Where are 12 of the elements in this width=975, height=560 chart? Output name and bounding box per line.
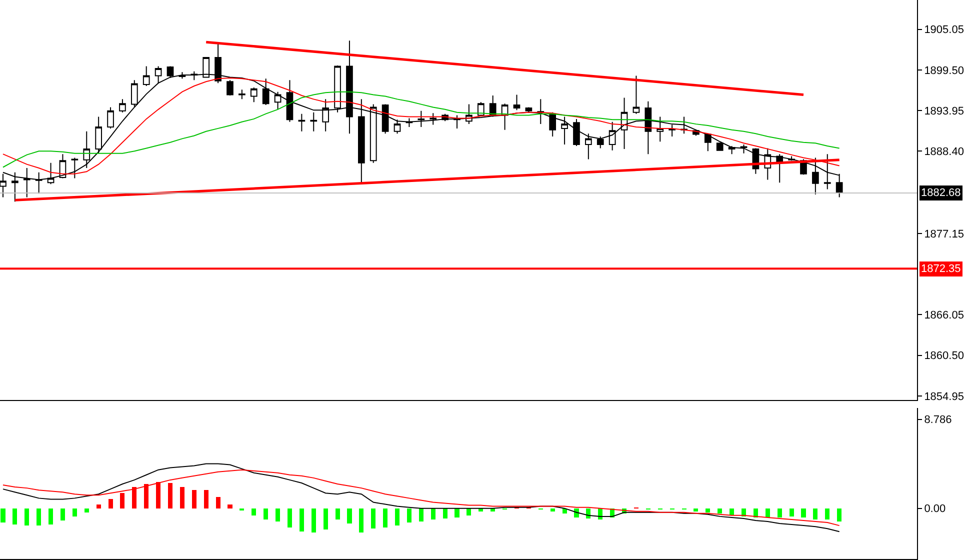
ref-line-label: 1882.68 [921,187,961,199]
y-tick-label: 1860.50 [924,350,964,362]
y-tick-label: 1866.05 [924,310,964,322]
y-tick-label: 8.786 [924,414,952,426]
y-tick-label: 1888.40 [924,146,964,158]
y-tick-label: 1899.50 [924,64,964,77]
y-tick-label: 1854.95 [924,390,964,403]
y-tick-label: 1877.15 [924,228,964,240]
y-tick-label: 1893.95 [924,105,964,118]
ref-line-label: 1872.35 [921,263,961,275]
y-tick-label: 1905.05 [924,24,964,36]
y-tick-label: 0.00 [924,503,946,516]
